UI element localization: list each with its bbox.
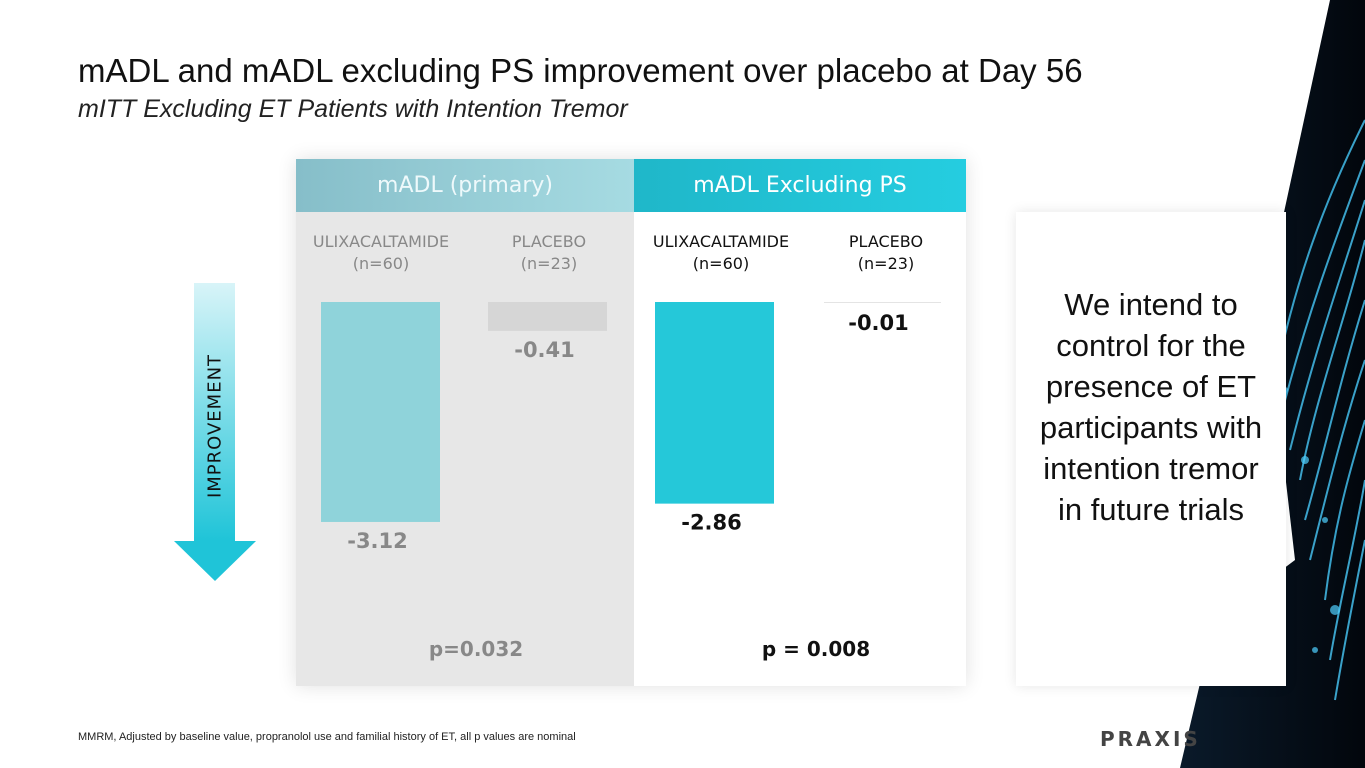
p-value-primary: p=0.032 bbox=[428, 637, 524, 661]
data-label: -3.12 bbox=[347, 529, 408, 553]
category-name: ULIXACALTAMIDE bbox=[652, 232, 790, 251]
bar bbox=[488, 302, 607, 331]
chart-panel: mADL (primary) mADL Excluding PS ULIXACA… bbox=[296, 159, 966, 686]
chart-title-primary: mADL (primary) bbox=[296, 159, 634, 212]
page-title: mADL and mADL excluding PS improvement o… bbox=[78, 52, 1083, 89]
category-label: PLACEBO (n=23) bbox=[464, 231, 634, 275]
note-text: We intend to control for the presence of… bbox=[1039, 287, 1263, 527]
chart-title-excluding-ps: mADL Excluding PS bbox=[634, 159, 966, 212]
improvement-arrow-icon bbox=[174, 283, 256, 581]
category-name: PLACEBO bbox=[848, 232, 924, 251]
data-label: -2.86 bbox=[681, 511, 742, 535]
data-label: -0.01 bbox=[848, 311, 909, 335]
category-label: PLACEBO (n=23) bbox=[801, 231, 971, 275]
page-subtitle: mITT Excluding ET Patients with Intentio… bbox=[78, 95, 628, 123]
bar bbox=[655, 302, 774, 504]
note-card: We intend to control for the presence of… bbox=[1016, 212, 1286, 686]
praxis-logo: PRAXIS bbox=[1100, 727, 1201, 751]
bar-chart: -3.12 -0.41 -2.86 -0.01 bbox=[321, 302, 941, 553]
category-label: ULIXACALTAMIDE (n=60) bbox=[296, 231, 466, 275]
p-value-excluding-ps: p = 0.008 bbox=[761, 637, 871, 661]
category-n: (n=23) bbox=[520, 254, 578, 273]
improvement-label: IMPROVEMENT bbox=[204, 353, 226, 499]
bar bbox=[321, 302, 440, 522]
footnote: MMRM, Adjusted by baseline value, propra… bbox=[78, 731, 576, 743]
category-n: (n=60) bbox=[352, 254, 410, 273]
category-n: (n=60) bbox=[692, 254, 750, 273]
category-name: ULIXACALTAMIDE bbox=[312, 232, 450, 251]
category-n: (n=23) bbox=[857, 254, 915, 273]
category-label: ULIXACALTAMIDE (n=60) bbox=[636, 231, 806, 275]
data-label: -0.41 bbox=[514, 338, 575, 362]
fiber-optic-background bbox=[1180, 0, 1365, 768]
category-name: PLACEBO bbox=[511, 232, 587, 251]
